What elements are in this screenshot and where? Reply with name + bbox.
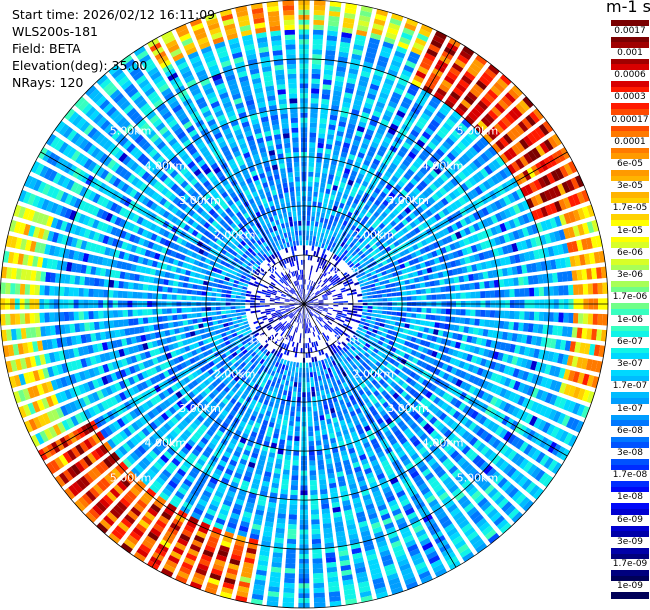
ring-label-45-3: 3.00km xyxy=(387,194,429,207)
colorbar-label: 6e-05 xyxy=(611,159,649,170)
ring-label-135-5: 5.00km xyxy=(457,471,499,484)
ring-label-225-2: 2.00km xyxy=(214,367,256,380)
colorbar-label: 3e-07 xyxy=(611,359,649,371)
ring-label-315-4: 4.00km xyxy=(145,159,187,172)
colorbar-label: 1.7e-08 xyxy=(611,470,649,482)
field-text: Field: BETA xyxy=(12,41,81,56)
colorbar-label: 0.0017 xyxy=(611,25,649,37)
colorbar-label: 6e-08 xyxy=(611,425,649,437)
ring-label-225-1: 1.00km xyxy=(249,333,291,346)
colorbar-label: 3e-06 xyxy=(611,270,649,282)
colorbar-label: 1e-05 xyxy=(611,225,649,237)
colorbar-label: 3e-09 xyxy=(611,536,649,548)
ring-label-45-1: 1.00km xyxy=(318,263,360,276)
ring-label-45-2: 2.00km xyxy=(353,229,395,242)
colorbar: 0.0017 0.001 0.0006 0.0003 0.00017 0.0001 6e-0… xyxy=(611,20,649,599)
ring-label-315-2: 2.00km xyxy=(214,229,256,242)
ppi-rays xyxy=(0,0,608,608)
colorbar-label: 1.7e-09 xyxy=(611,559,649,571)
colorbar-label: 1e-06 xyxy=(611,314,649,326)
info-panel: Start time: 2026/02/12 16:11:09 WLS200s-… xyxy=(12,6,215,91)
colorbar-label: 0.00017 xyxy=(611,114,649,126)
colorbar-label: 1e-07 xyxy=(611,403,649,415)
colorbar-label: 1.7e-06 xyxy=(611,292,649,304)
colorbar-label: 0.0001 xyxy=(611,136,649,148)
colorbar-label: 0.0003 xyxy=(611,92,649,104)
range-ring-labels: 1.00km 2.00km 3.00km 4.00km 5.00km 1.00km 2.00… xyxy=(110,125,498,485)
ring-label-225-5: 5.00km xyxy=(110,471,152,484)
colorbar-label: 6e-06 xyxy=(611,247,649,259)
colorbar-title: m-1 sr-1 xyxy=(606,0,650,16)
colorbar-label: 3e-08 xyxy=(611,448,649,459)
nrays-text: NRays: 120 xyxy=(12,75,84,90)
ring-label-45-4: 4.00km xyxy=(422,159,464,172)
ring-label-225-4: 4.00km xyxy=(145,437,187,450)
ring-label-135-2: 2.00km xyxy=(353,367,395,380)
ring-label-315-5: 5.00km xyxy=(110,125,152,138)
ppi-grid xyxy=(0,0,609,609)
ring-label-315-1: 1.00km xyxy=(249,263,291,276)
ring-label-225-3: 3.00km xyxy=(179,402,221,415)
colorbar-label: 3e-05 xyxy=(611,181,649,193)
start-time-text: Start time: 2026/02/12 16:11:09 xyxy=(12,7,216,22)
colorbar-label: 1.7e-07 xyxy=(611,381,649,393)
ring-label-135-1: 1.00km xyxy=(318,333,360,346)
colorbar-label: 1e-08 xyxy=(611,492,649,504)
azimuth-spoke-150 xyxy=(151,40,457,568)
colorbar-label: 6e-07 xyxy=(611,336,649,348)
ring-label-315-3: 3.00km xyxy=(179,194,221,207)
ring-label-135-4: 4.00km xyxy=(422,437,464,450)
ring-label-45-5: 5.00km xyxy=(457,125,499,138)
ring-label-135-3: 3.00km xyxy=(387,402,429,415)
device-text: WLS200s-181 xyxy=(12,24,98,39)
colorbar-label: 0.001 xyxy=(611,47,649,59)
colorbar-label: 6e-09 xyxy=(611,514,649,526)
elevation-text: Elevation(deg): 35.00 xyxy=(12,58,148,73)
colorbar-label: 0.0006 xyxy=(611,70,649,82)
colorbar-label: 1.7e-05 xyxy=(611,203,649,215)
colorbar-label: 1e-09 xyxy=(611,581,649,593)
